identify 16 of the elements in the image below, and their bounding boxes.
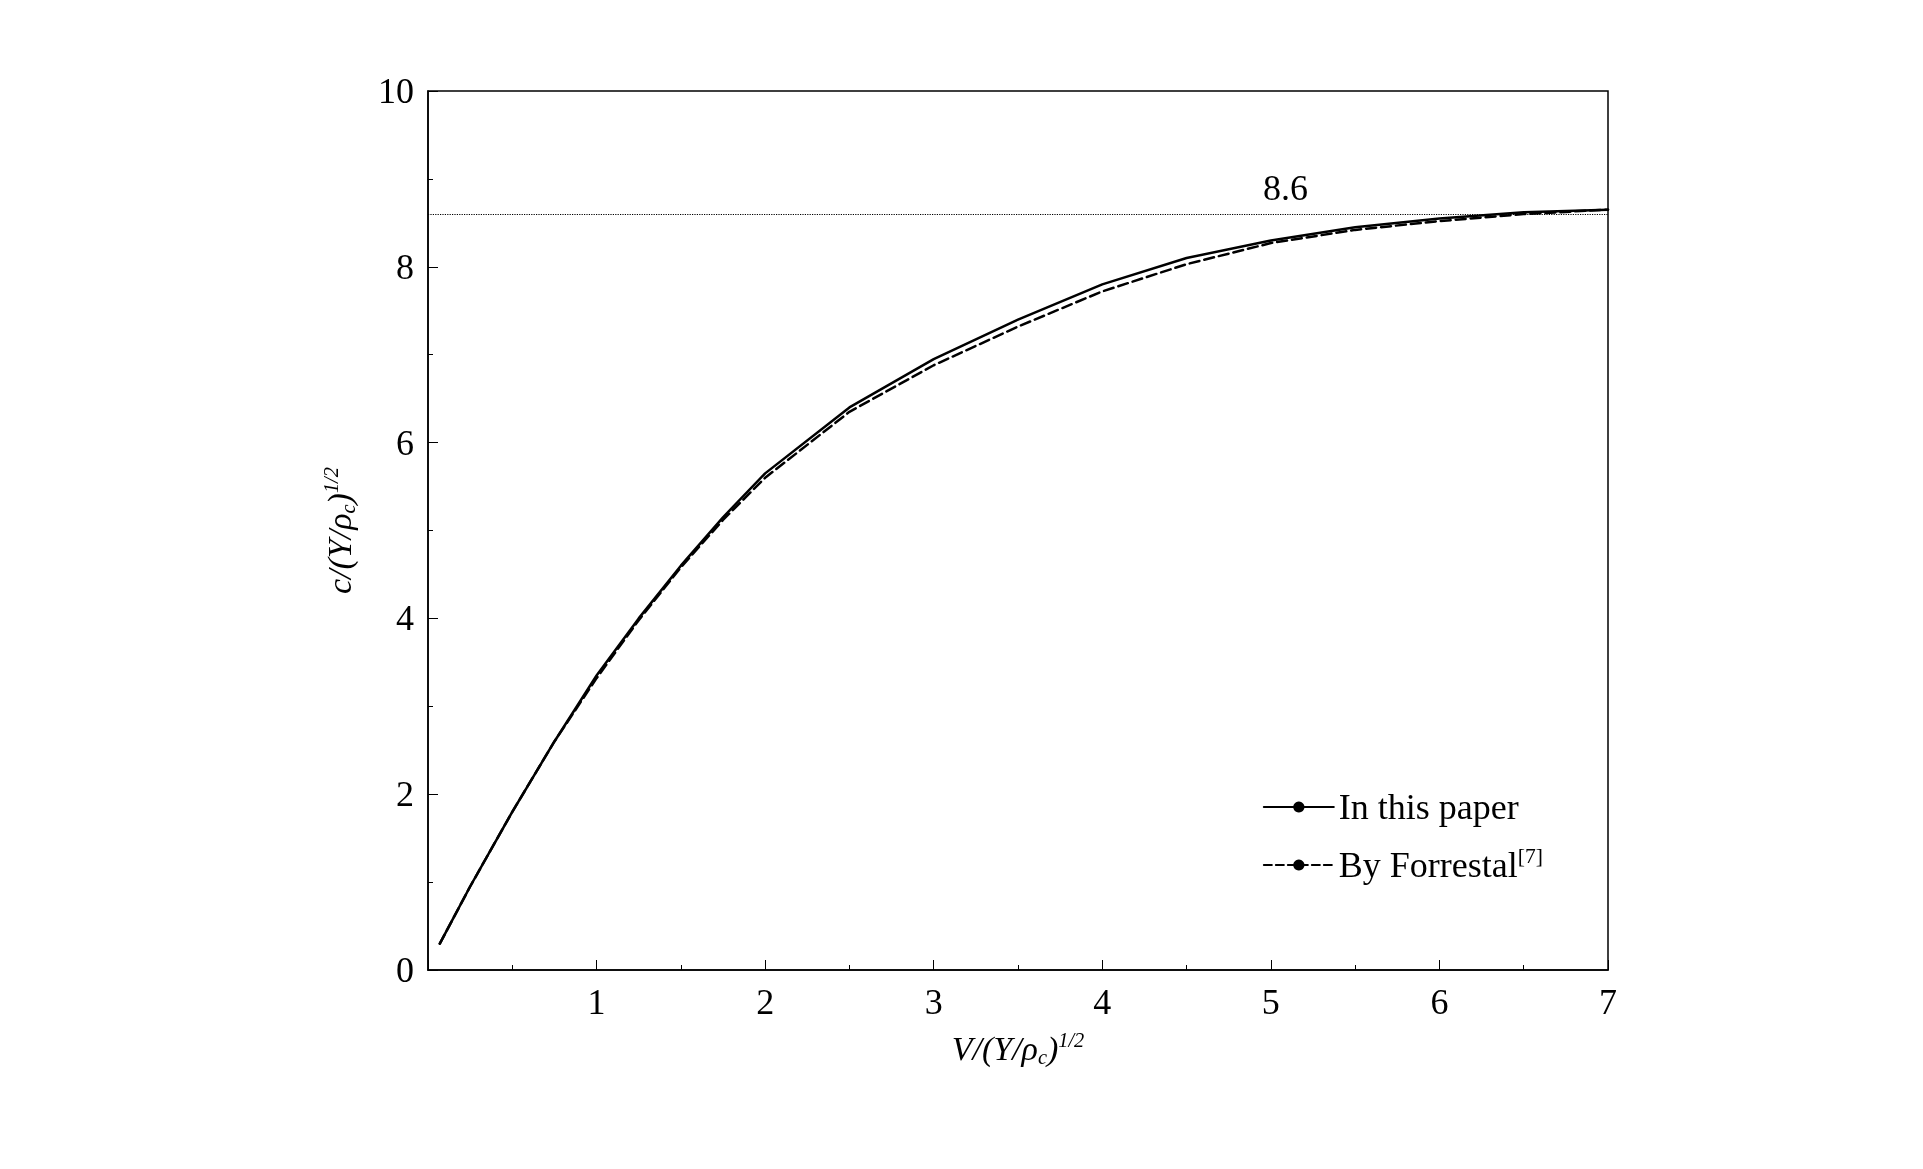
y-tick-label: 6 [396,422,414,463]
x-tick-label: 5 [1261,982,1280,1022]
y-tick-label: 2 [396,774,414,815]
y-tick-label: 10 [378,71,414,111]
y-tick-label: 4 [396,598,414,639]
ref-line-label: 8.6 [1263,168,1308,209]
x-tick-label: 2 [756,982,775,1022]
y-tick-label: 8 [396,246,414,287]
x-tick-label: 1 [587,982,606,1022]
x-tick-label: 6 [1430,982,1449,1022]
y-tick-label: 0 [396,950,414,990]
x-tick-label: 7 [1599,982,1617,1022]
x-tick-label: 4 [1093,982,1112,1022]
y-axis-title: c/(Y/ρc)1/2 [320,467,359,594]
x-tick-label: 3 [924,982,943,1022]
legend-label: In this paper [1338,787,1519,827]
